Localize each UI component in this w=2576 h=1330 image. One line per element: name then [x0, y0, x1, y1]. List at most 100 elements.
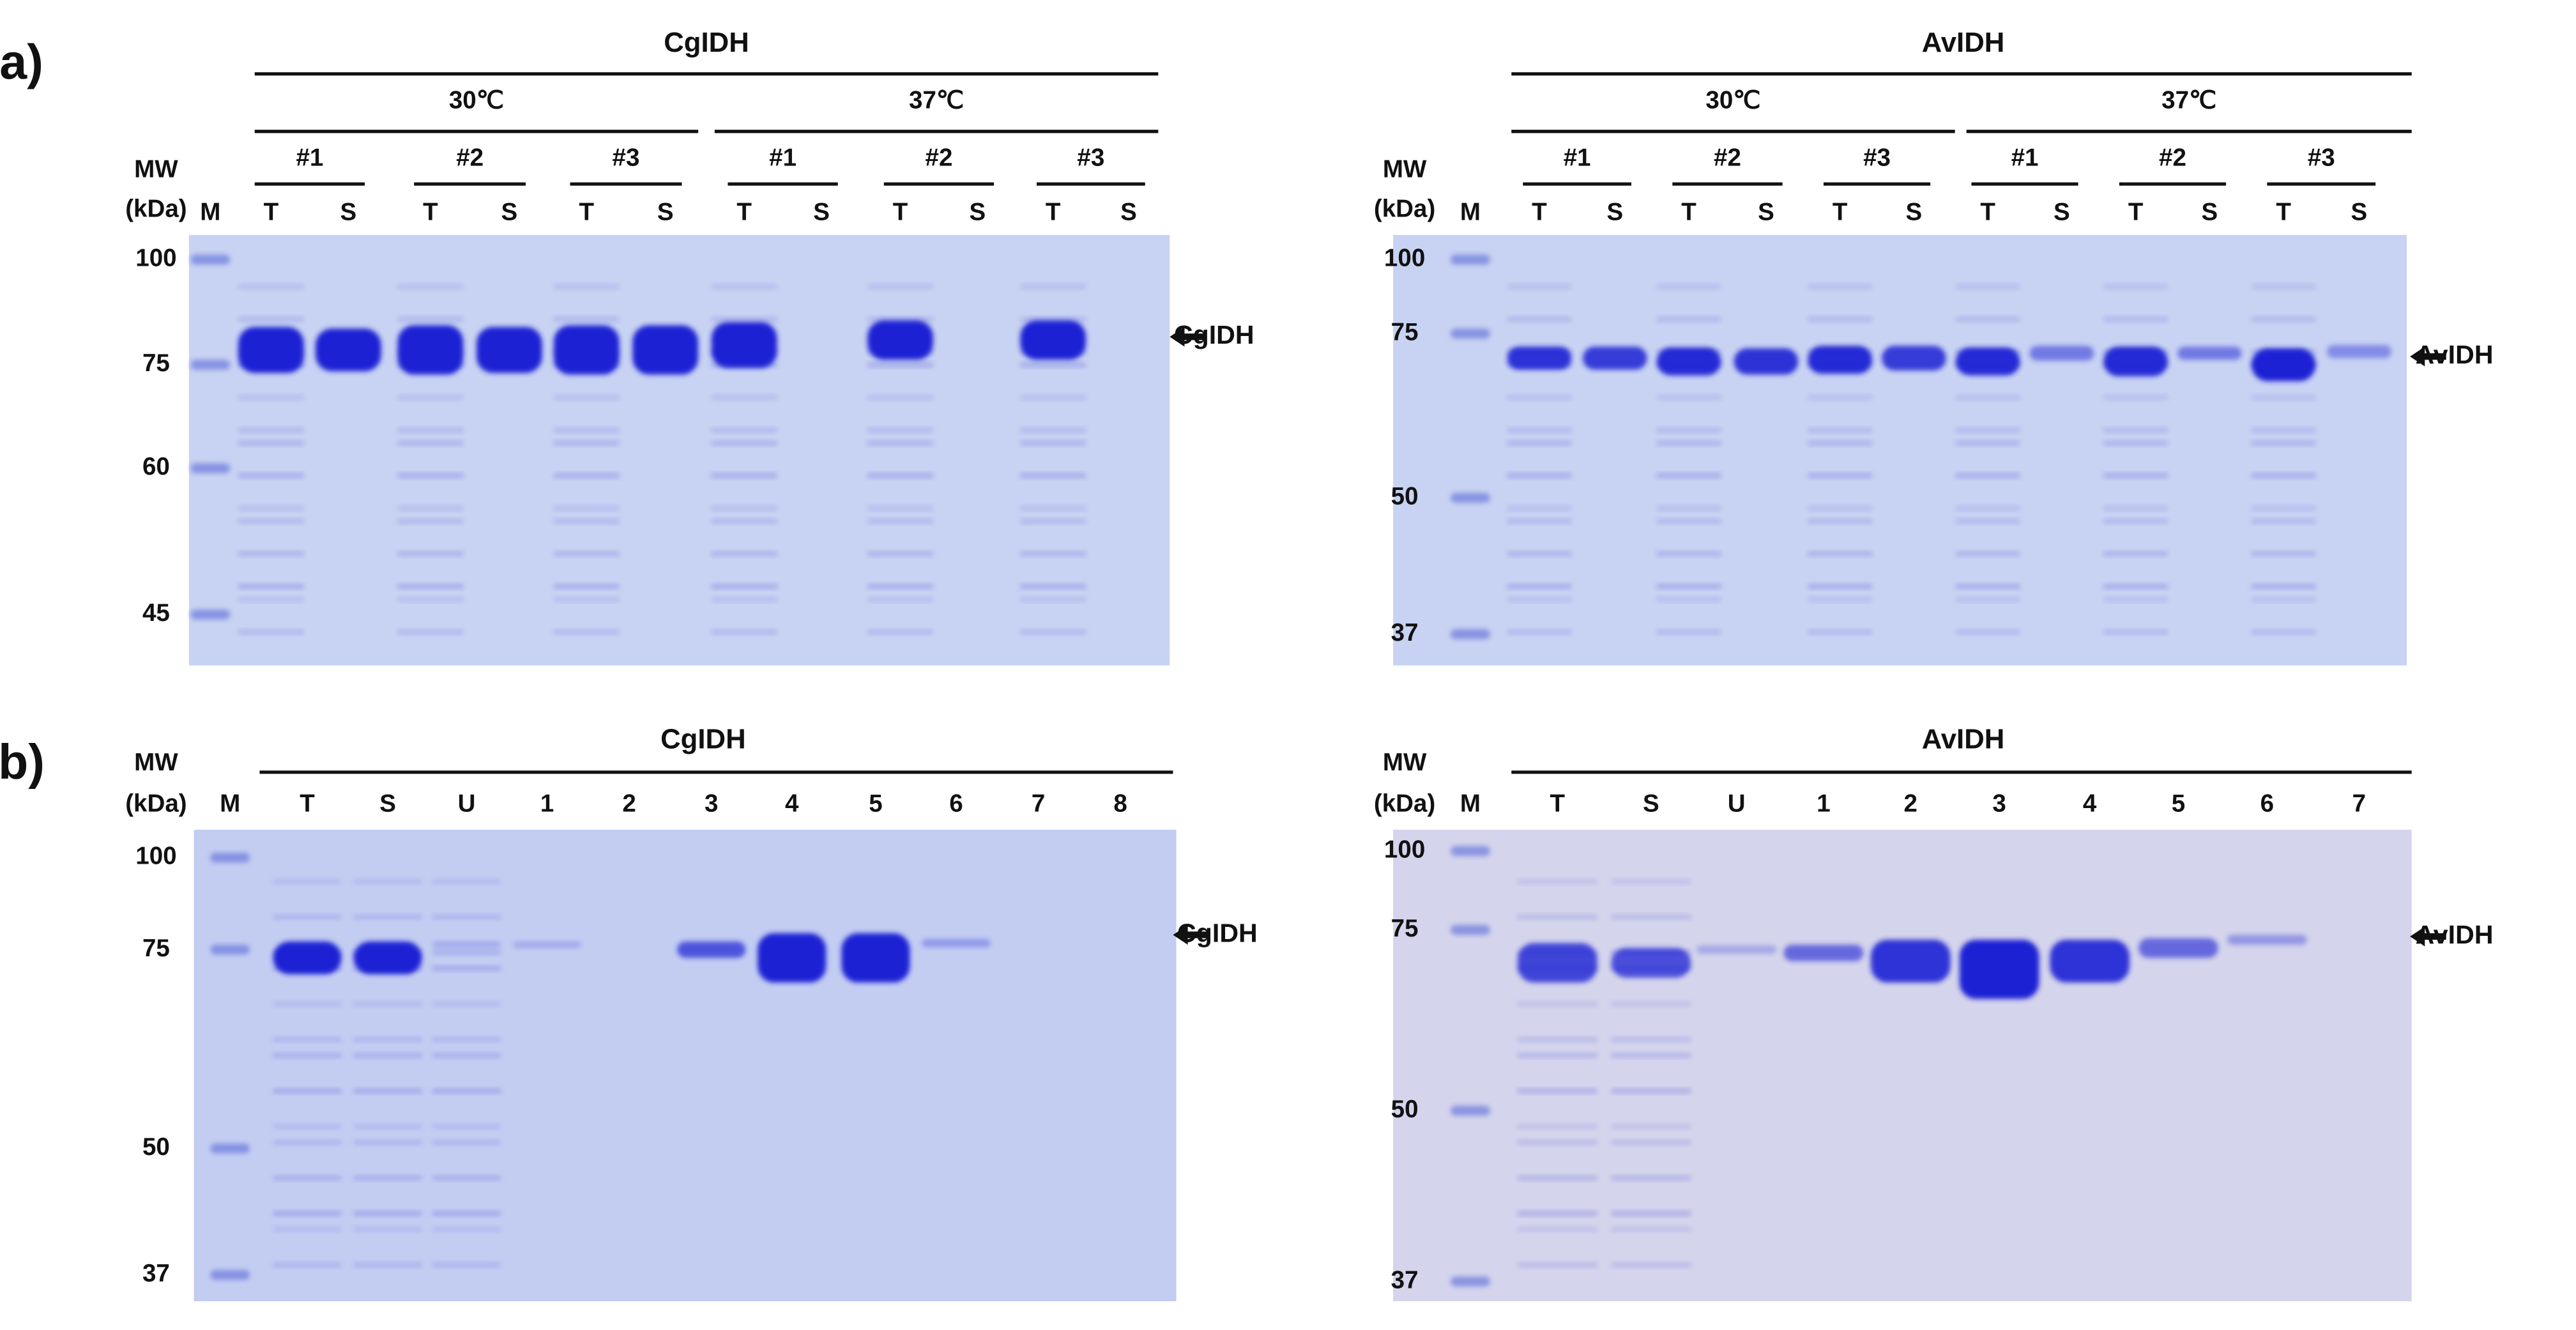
faint-band: [397, 597, 464, 602]
marker-band: [1451, 328, 1490, 339]
faint-band: [1507, 473, 1572, 478]
lane-label: T: [1550, 790, 1566, 817]
marker-band: [1451, 629, 1490, 639]
faint-band: [432, 878, 501, 884]
lane-label: 3: [1992, 790, 2006, 817]
protein-band: [1882, 346, 1946, 371]
faint-band: [1955, 629, 2020, 635]
faint-band: [1517, 1211, 1597, 1216]
faint-band: [867, 584, 933, 589]
marker-label: 50: [142, 1133, 170, 1161]
marker-label: 37: [142, 1260, 170, 1287]
group-label: 30℃: [449, 87, 504, 114]
faint-band: [711, 597, 777, 602]
faint-band: [2251, 629, 2316, 635]
faint-band: [353, 878, 422, 884]
faint-band: [1955, 317, 2020, 322]
faint-band: [2251, 597, 2316, 602]
faint-band: [1517, 914, 1597, 920]
faint-band: [432, 1124, 501, 1129]
band-label: CgIDH: [1177, 918, 1258, 947]
faint-band: [1611, 1037, 1691, 1043]
protein-band: [2327, 345, 2391, 358]
faint-band: [1808, 317, 1872, 322]
mw-label: MW: [1383, 156, 1427, 183]
protein-band: [476, 326, 542, 373]
lane-label: 7: [2352, 790, 2366, 817]
faint-band: [711, 584, 777, 589]
mw-unit: (kDa): [1374, 195, 1435, 222]
faint-band: [553, 284, 620, 289]
faint-band: [1020, 505, 1086, 511]
mw-unit: (kDa): [125, 195, 187, 222]
faint-band: [1517, 1088, 1597, 1094]
faint-band: [432, 914, 501, 920]
faint-band: [1507, 284, 1572, 289]
faint-band: [1955, 440, 2020, 446]
faint-band: [1808, 284, 1872, 289]
faint-band: [2103, 505, 2168, 511]
faint-band: [2251, 440, 2316, 446]
faint-band: [397, 505, 464, 511]
faint-band: [2251, 317, 2316, 322]
faint-band: [1517, 1227, 1597, 1232]
faint-band: [711, 317, 777, 322]
faint-band: [1955, 551, 2020, 556]
faint-band: [353, 1124, 422, 1129]
faint-band: [238, 584, 304, 589]
faint-band: [238, 551, 304, 556]
faint-band: [1507, 519, 1572, 524]
faint-band: [432, 950, 501, 956]
arrow: [2410, 346, 2446, 367]
gel: [194, 829, 1177, 1301]
subgroup-label: #2: [1714, 144, 1741, 172]
faint-band: [397, 284, 464, 289]
faint-band: [711, 551, 777, 556]
marker-band: [1451, 846, 1490, 856]
faint-band: [1020, 584, 1086, 589]
lane-label: 5: [2172, 790, 2185, 817]
subgroup-label: #3: [613, 144, 640, 172]
gel: [1393, 829, 2412, 1301]
faint-band: [1611, 1140, 1691, 1145]
marker-label: 75: [1391, 318, 1419, 346]
faint-band: [238, 597, 304, 602]
faint-band: [1517, 1124, 1597, 1129]
gel-title: AvIDH: [1922, 27, 2005, 58]
marker-band: [1451, 493, 1490, 503]
faint-band: [1611, 1124, 1691, 1129]
faint-band: [273, 1262, 342, 1267]
faint-band: [1808, 584, 1872, 589]
faint-band: [1808, 551, 1872, 556]
faint-band: [553, 597, 620, 602]
protein-band: [2251, 348, 2316, 381]
faint-band: [553, 473, 620, 478]
lane-label: 1: [540, 790, 554, 817]
faint-band: [2103, 395, 2168, 401]
lane-label: U: [1728, 790, 1746, 817]
faint-band: [1020, 551, 1086, 556]
mw-unit: (kDa): [125, 790, 187, 817]
group-label: 37℃: [2161, 87, 2216, 114]
faint-band: [2251, 284, 2316, 289]
faint-band: [432, 1001, 501, 1007]
faint-band: [2103, 597, 2168, 602]
arrow: [2410, 926, 2446, 947]
faint-band: [1517, 1053, 1597, 1058]
marker-band: [1451, 254, 1490, 265]
lane-label: T: [300, 790, 315, 817]
protein-band: [1959, 940, 2039, 999]
marker-label: 50: [1391, 482, 1419, 510]
faint-band: [397, 440, 464, 446]
faint-band: [553, 427, 620, 433]
faint-band: [273, 914, 342, 920]
protein-band: [711, 322, 777, 369]
marker-label: 100: [135, 843, 176, 870]
lane-label: T: [1046, 199, 1061, 226]
marker-label: 37: [1391, 1266, 1419, 1294]
faint-band: [238, 473, 304, 478]
faint-band: [1656, 505, 1721, 511]
faint-band: [273, 1088, 342, 1094]
lane-label: T: [1980, 199, 1995, 226]
